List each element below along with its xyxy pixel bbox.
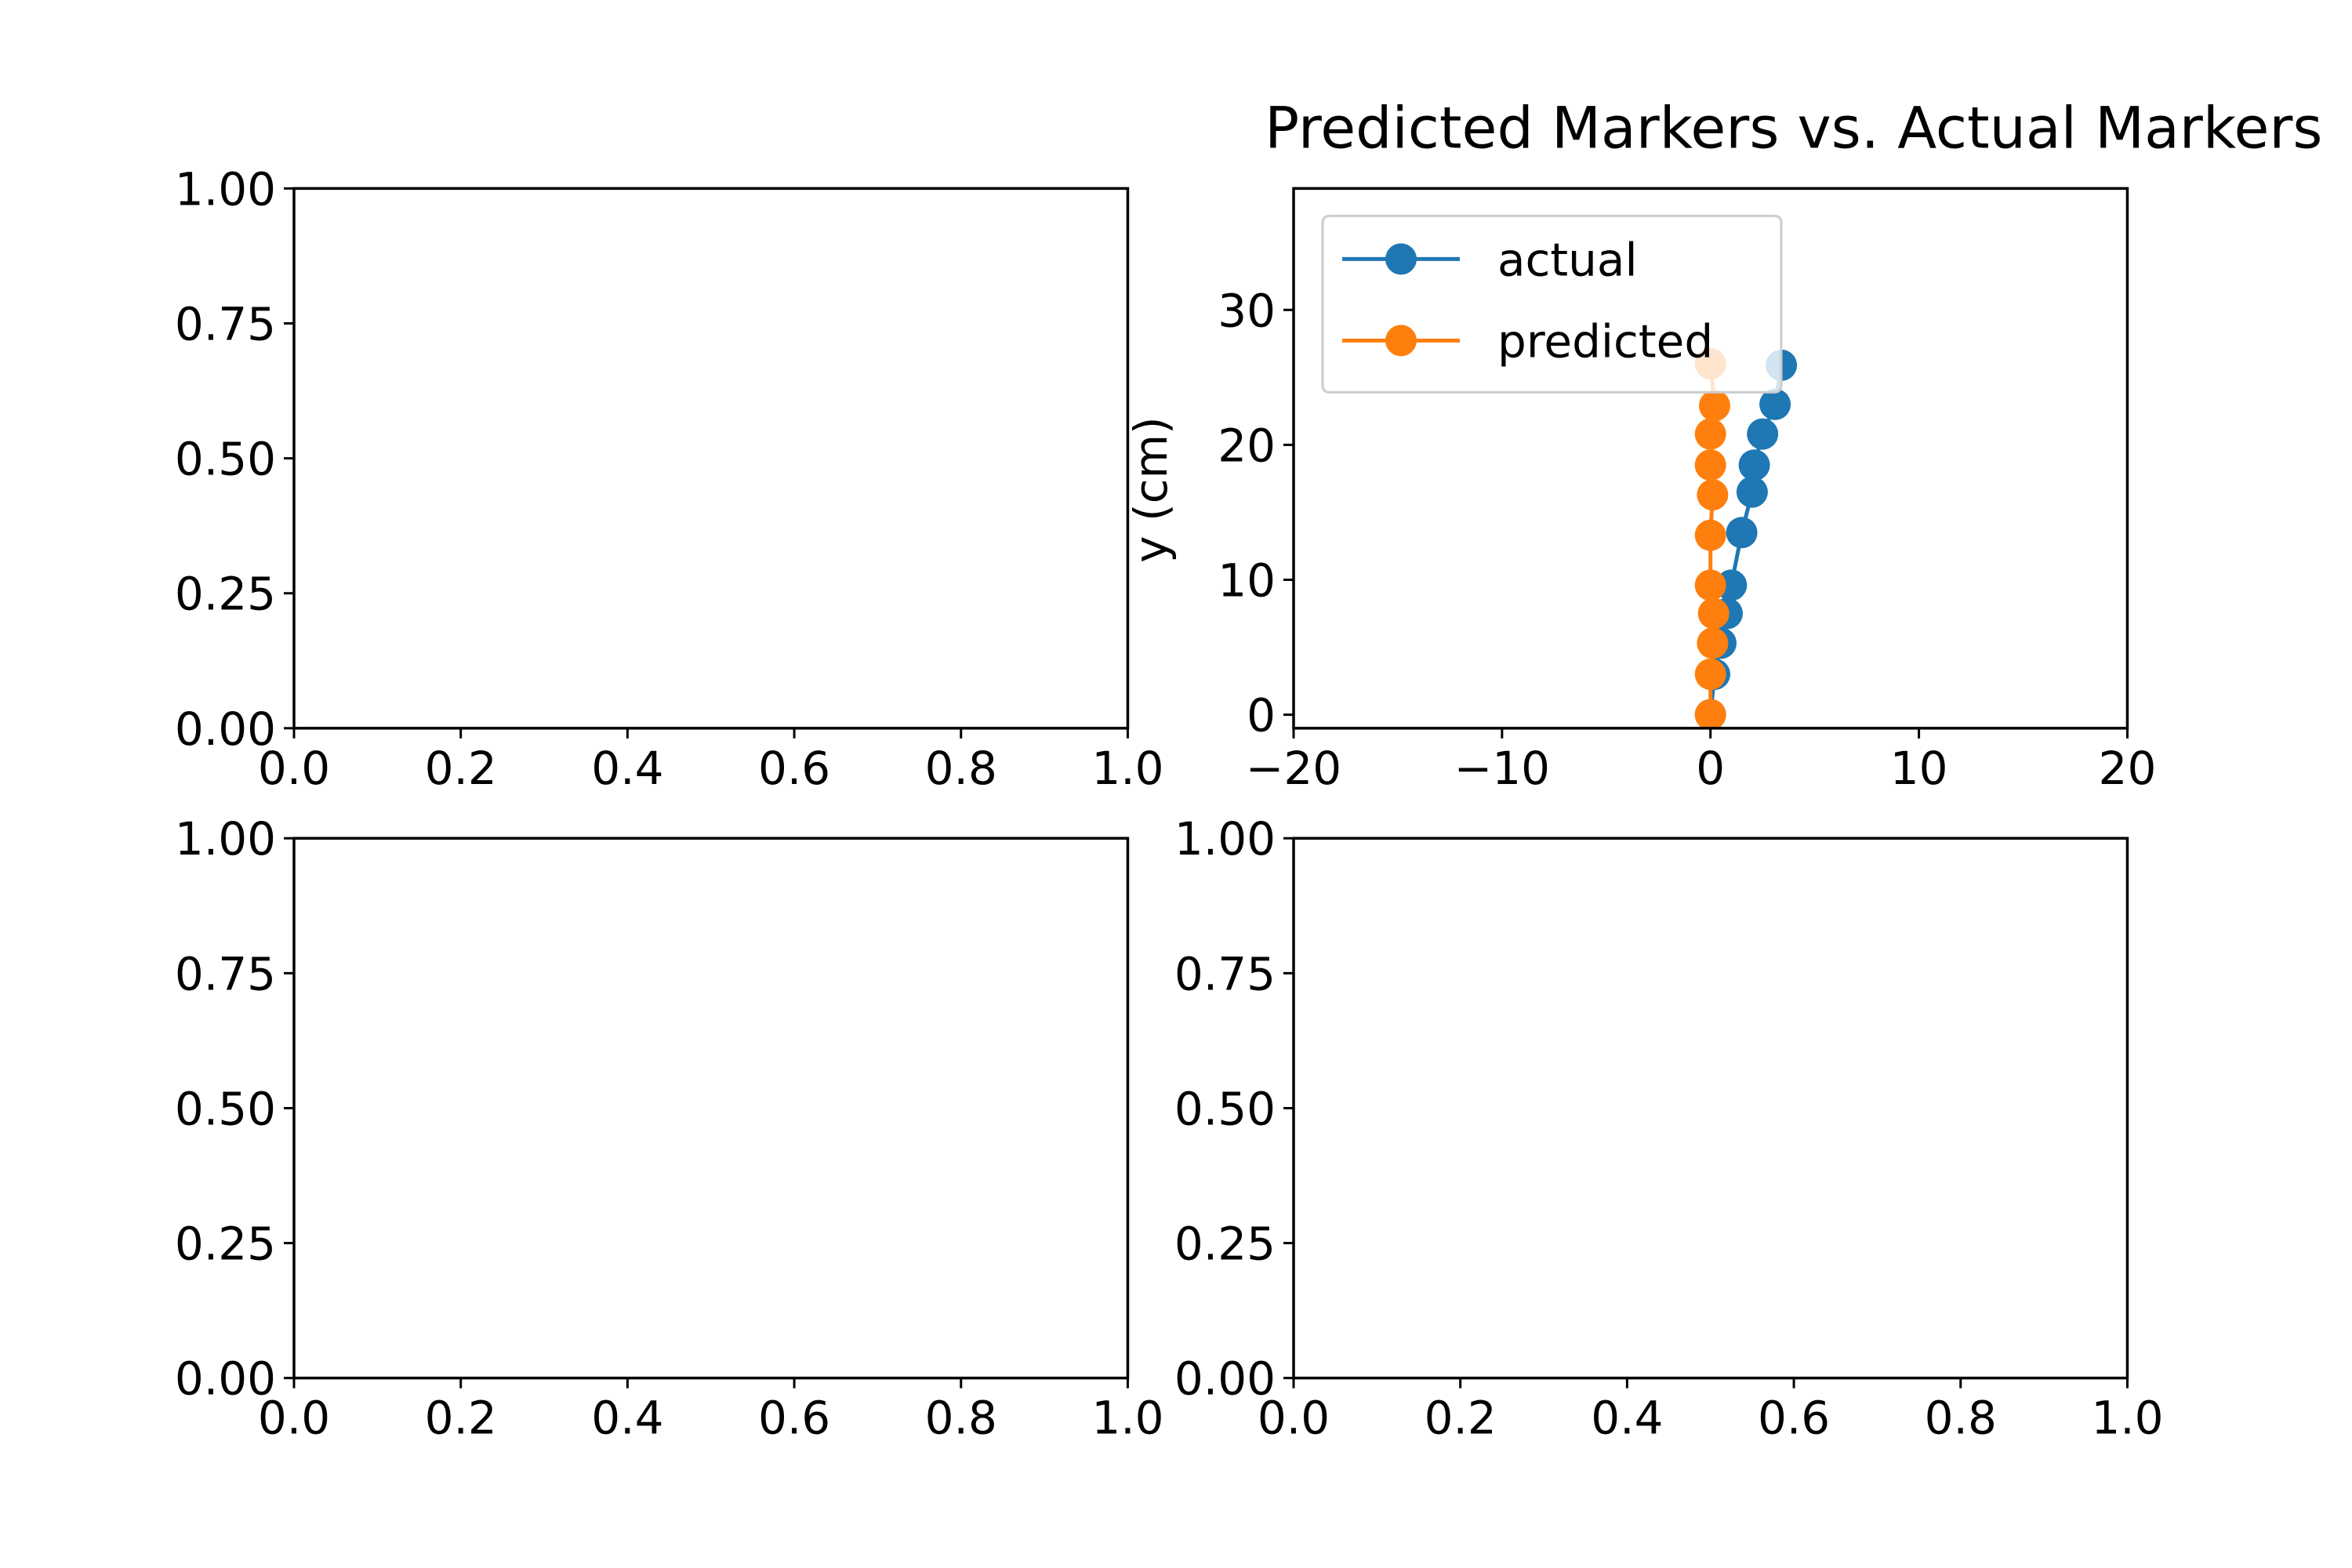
data-point-predicted [1694,659,1726,690]
x-tick-label: 1.0 [1091,1392,1163,1445]
data-point-predicted [1699,390,1730,422]
x-tick-label: 0 [1696,742,1725,795]
y-tick-label: 0.00 [1174,1352,1276,1406]
data-point-predicted [1697,627,1729,659]
x-tick-label: 0.4 [1591,1392,1663,1445]
x-tick-label: 0.0 [258,742,330,795]
legend-label-predicted: predicted [1497,314,1713,368]
x-tick-label: 0.4 [591,1392,663,1445]
y-tick-label: 20 [1218,419,1276,472]
data-point-actual [1736,476,1768,508]
x-tick-label: −20 [1246,742,1341,795]
y-tick-label: 0.75 [175,298,276,351]
legend: actual predicted [1321,214,1783,394]
data-point-predicted [1694,699,1726,728]
y-tick-label: 10 [1218,554,1276,608]
data-point-predicted [1697,479,1729,511]
axes-bottom-right: 0.0 0.2 0.4 0.6 0.8 1.0 0.00 0.25 0.50 0.75 1.00 [1174,812,2164,1444]
legend-marker-predicted [1385,325,1417,357]
y-tick-label: 0.00 [175,1352,276,1406]
data-point-predicted [1697,597,1730,630]
y-tick-label: 1.00 [175,162,276,216]
axes-top-left: 0.0 0.2 0.4 0.6 0.8 1.0 0.00 0.25 0.50 0.75 1.00 [175,162,1164,794]
y-tick-label: 1.00 [1174,812,1276,866]
x-tick-label: 0.4 [591,742,663,795]
y-tick-label: 0.75 [1174,947,1276,1000]
legend-marker-actual [1385,243,1417,275]
y-tick-label: 0.25 [175,568,276,621]
x-tick-label: 0.8 [925,742,997,795]
y-tick-label: 0.50 [175,1082,276,1135]
x-tick-label: 0.8 [1925,1392,1997,1445]
series-predicted [1694,348,1730,728]
y-axis-label: y (cm) [1124,416,1178,562]
y-tick-label: 30 [1218,284,1276,337]
data-point-predicted [1694,418,1726,450]
x-tick-label: 0.2 [425,1392,497,1445]
x-tick-label: 0.2 [1425,1392,1497,1445]
data-point-predicted [1694,519,1726,551]
data-point-actual [1747,418,1779,450]
y-tick-label: 0.50 [1174,1082,1276,1135]
axes-bottom-left: 0.0 0.2 0.4 0.6 0.8 1.0 0.00 0.25 0.50 0.75 1.00 [175,812,1164,1444]
x-tick-label: 0.8 [925,1392,997,1445]
x-tick-label: 0.6 [758,1392,830,1445]
data-point-actual [1726,517,1758,549]
x-tick-label: −10 [1454,742,1550,795]
y-tick-label: 0.50 [175,433,276,486]
y-tick-label: 0.75 [175,947,276,1000]
x-tick-label: 0.6 [758,742,830,795]
x-tick-label: 0.0 [1258,1392,1330,1445]
chart-title: Predicted Markers vs. Actual Markers [1265,95,2322,162]
axes-top-right: −20 −10 0 10 20 0 10 20 30 Predicted Markers vs. … [1124,95,2322,794]
x-tick-label: 0.2 [425,742,497,795]
x-tick-label: 1.0 [2091,1392,2163,1445]
legend-label-actual: actual [1497,233,1638,286]
x-tick-label: 1.0 [1091,742,1163,795]
x-tick-label: 10 [1890,742,1948,795]
data-point-actual [1738,449,1770,481]
x-tick-label: 20 [2099,742,2157,795]
data-point-predicted [1694,449,1726,481]
y-tick-label: 0.00 [175,702,276,756]
y-tick-label: 0.25 [175,1218,276,1271]
data-point-predicted [1694,569,1726,601]
x-tick-label: 0.6 [1758,1392,1830,1445]
x-tick-label: 0.0 [258,1392,330,1445]
data-point-actual [1759,388,1791,420]
y-tick-label: 1.00 [175,812,276,866]
y-tick-label: 0.25 [1174,1218,1276,1271]
y-tick-label: 0 [1247,689,1276,742]
